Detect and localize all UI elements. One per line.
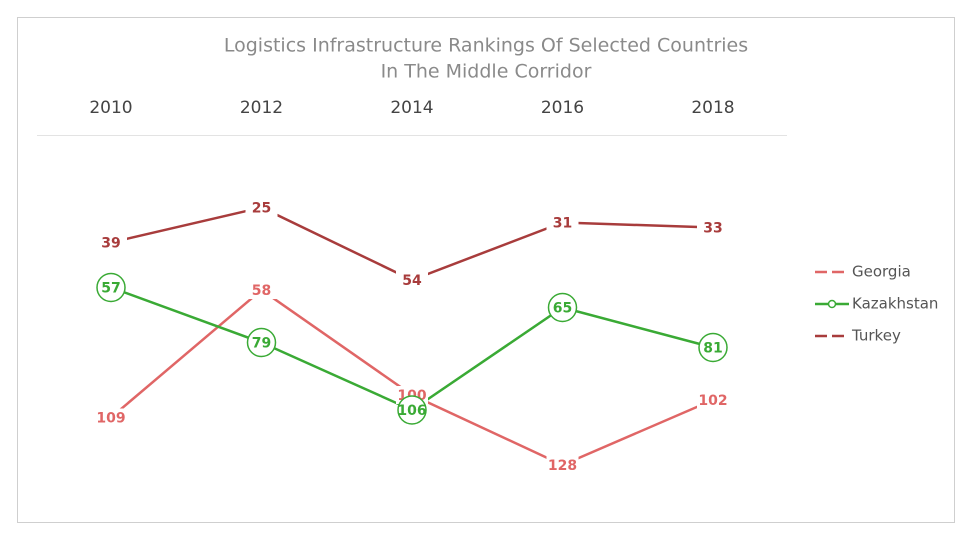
data-label: 54 — [402, 273, 422, 289]
label-bg — [245, 198, 278, 217]
data-label: 25 — [252, 201, 271, 217]
label-bg — [697, 218, 729, 237]
label-bg — [95, 233, 127, 252]
label-bg — [396, 271, 428, 289]
point-marker — [96, 272, 126, 303]
data-label: 109 — [96, 411, 125, 427]
data-label: 65 — [553, 301, 572, 317]
label-bg — [245, 281, 278, 299]
data-label: 81 — [703, 341, 722, 357]
point-marker — [397, 395, 427, 425]
chart-title: Logistics Infrastructure Rankings Of Sel… — [224, 35, 748, 57]
data-label: 102 — [698, 393, 727, 409]
label-bg — [546, 213, 579, 232]
chart-title: In The Middle Corridor — [381, 61, 592, 83]
data-label: 39 — [101, 236, 120, 252]
data-label: 58 — [252, 283, 271, 299]
data-label: 128 — [548, 458, 577, 474]
point-marker — [698, 332, 728, 363]
legend-label: Georgia — [852, 263, 911, 281]
x-tick-label: 2018 — [691, 98, 734, 118]
legend-label: Turkey — [851, 327, 901, 345]
legend-label: Kazakhstan — [852, 295, 938, 313]
label-bg — [95, 408, 127, 427]
point-marker — [547, 292, 578, 323]
label-bg — [697, 391, 729, 409]
x-tick-label: 2014 — [390, 98, 433, 118]
labels: 10958100128102577910665813925543133 — [95, 198, 729, 474]
frame — [17, 17, 955, 523]
data-label: 79 — [252, 336, 271, 352]
data-label: 31 — [553, 216, 572, 232]
x-tick-label: 2016 — [541, 98, 584, 118]
point-marker — [246, 327, 277, 358]
label-bg — [546, 456, 579, 474]
x-tick-label: 2012 — [240, 98, 283, 118]
x-tick-label: 2010 — [89, 98, 132, 118]
data-label: 33 — [703, 221, 722, 237]
legend-marker — [827, 299, 837, 309]
data-label: 57 — [101, 281, 120, 297]
data-label: 106 — [397, 403, 426, 419]
